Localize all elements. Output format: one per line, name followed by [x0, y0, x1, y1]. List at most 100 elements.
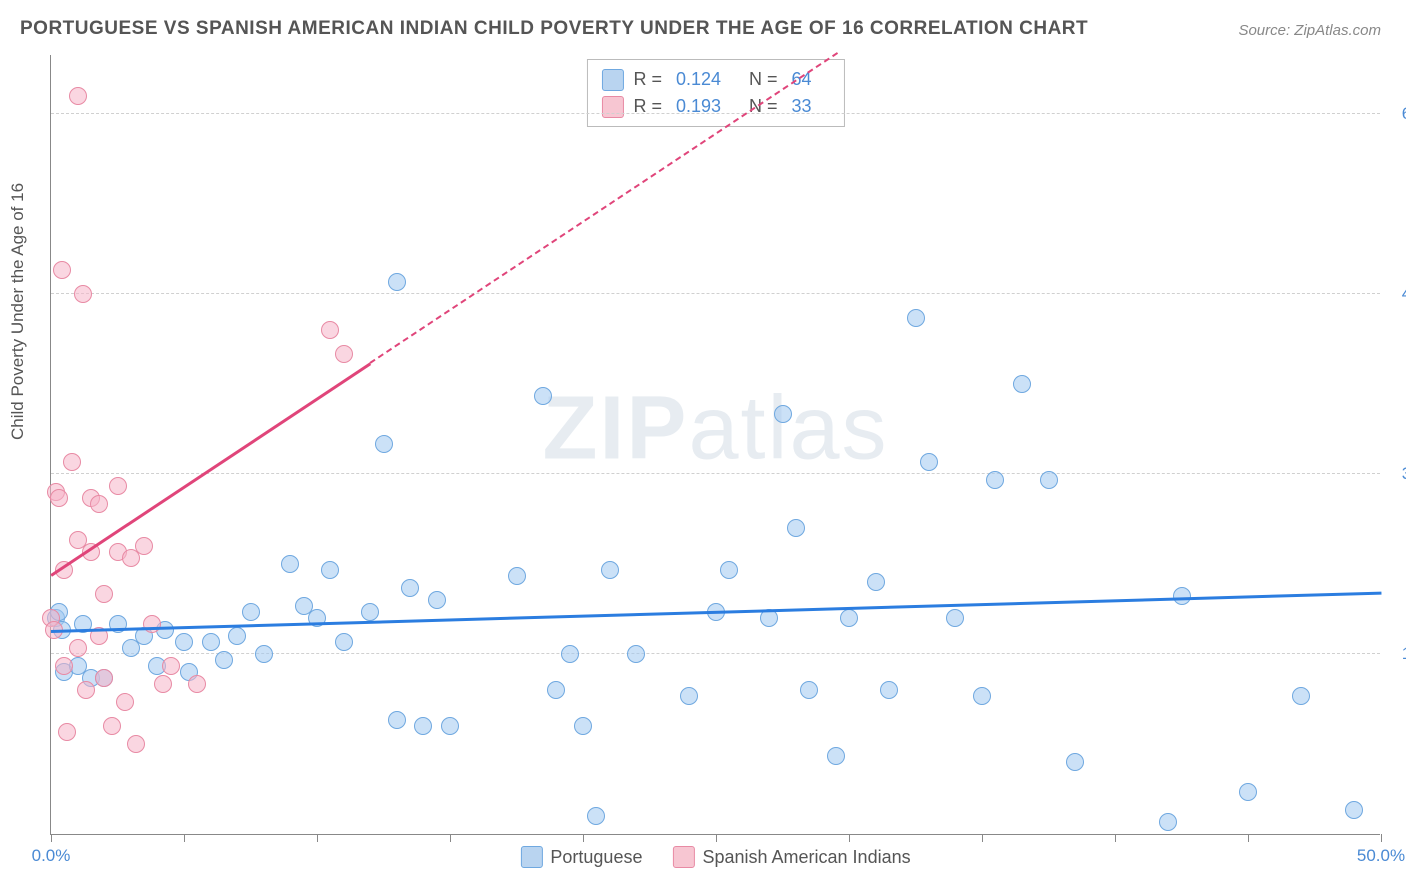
- y-tick-label: 15.0%: [1390, 644, 1406, 664]
- chart-container: PORTUGUESE VS SPANISH AMERICAN INDIAN CH…: [0, 0, 1406, 892]
- plot-area: ZIPatlas R = 0.124 N = 64 R = 0.193 N = …: [50, 55, 1380, 835]
- scatter-dot-portuguese: [867, 573, 885, 591]
- r-value: 0.193: [676, 93, 721, 120]
- legend-item-0: Portuguese: [520, 846, 642, 868]
- scatter-dot-spanish_american_indians: [74, 285, 92, 303]
- n-value: 33: [792, 93, 812, 120]
- scatter-dot-portuguese: [587, 807, 605, 825]
- scatter-dot-portuguese: [255, 645, 273, 663]
- legend-item-1: Spanish American Indians: [672, 846, 910, 868]
- scatter-dot-spanish_american_indians: [58, 723, 76, 741]
- n-label: N =: [749, 66, 778, 93]
- scatter-dot-portuguese: [1013, 375, 1031, 393]
- scatter-dot-portuguese: [787, 519, 805, 537]
- x-tick: [450, 834, 451, 842]
- source-label: Source: ZipAtlas.com: [1238, 22, 1381, 39]
- scatter-dot-portuguese: [986, 471, 1004, 489]
- scatter-dot-portuguese: [441, 717, 459, 735]
- y-axis-label: Child Poverty Under the Age of 16: [8, 183, 28, 440]
- scatter-dot-portuguese: [202, 633, 220, 651]
- x-tick: [716, 834, 717, 842]
- scatter-dot-spanish_american_indians: [116, 693, 134, 711]
- scatter-dot-portuguese: [561, 645, 579, 663]
- scatter-dot-portuguese: [1159, 813, 1177, 831]
- x-tick: [982, 834, 983, 842]
- scatter-dot-spanish_american_indians: [95, 669, 113, 687]
- scatter-dot-portuguese: [228, 627, 246, 645]
- scatter-dot-portuguese: [547, 681, 565, 699]
- scatter-dot-portuguese: [601, 561, 619, 579]
- legend-correlation: R = 0.124 N = 64 R = 0.193 N = 33: [586, 59, 844, 127]
- swatch-icon: [601, 96, 623, 118]
- y-tick-label: 45.0%: [1390, 284, 1406, 304]
- scatter-dot-portuguese: [242, 603, 260, 621]
- x-tick-label: 50.0%: [1357, 846, 1405, 866]
- legend-row-1: R = 0.193 N = 33: [601, 93, 829, 120]
- scatter-dot-spanish_american_indians: [95, 585, 113, 603]
- scatter-dot-spanish_american_indians: [50, 489, 68, 507]
- scatter-dot-portuguese: [907, 309, 925, 327]
- scatter-dot-portuguese: [1066, 753, 1084, 771]
- x-tick: [849, 834, 850, 842]
- x-tick: [184, 834, 185, 842]
- swatch-icon: [672, 846, 694, 868]
- scatter-dot-portuguese: [215, 651, 233, 669]
- scatter-dot-spanish_american_indians: [69, 639, 87, 657]
- scatter-dot-portuguese: [946, 609, 964, 627]
- scatter-dot-portuguese: [827, 747, 845, 765]
- y-tick-label: 30.0%: [1390, 464, 1406, 484]
- scatter-dot-portuguese: [375, 435, 393, 453]
- scatter-dot-spanish_american_indians: [90, 495, 108, 513]
- x-tick: [51, 834, 52, 842]
- scatter-dot-portuguese: [973, 687, 991, 705]
- watermark: ZIPatlas: [542, 377, 888, 480]
- scatter-dot-spanish_american_indians: [135, 537, 153, 555]
- chart-title: PORTUGUESE VS SPANISH AMERICAN INDIAN CH…: [20, 18, 1088, 40]
- x-tick: [317, 834, 318, 842]
- scatter-dot-portuguese: [428, 591, 446, 609]
- scatter-dot-portuguese: [1292, 687, 1310, 705]
- scatter-dot-portuguese: [574, 717, 592, 735]
- scatter-dot-portuguese: [920, 453, 938, 471]
- scatter-dot-portuguese: [1040, 471, 1058, 489]
- scatter-dot-spanish_american_indians: [109, 477, 127, 495]
- legend-label: Spanish American Indians: [702, 847, 910, 868]
- scatter-dot-portuguese: [388, 273, 406, 291]
- x-tick-label: 0.0%: [32, 846, 71, 866]
- r-label: R =: [633, 66, 662, 93]
- r-label: R =: [633, 93, 662, 120]
- scatter-dot-spanish_american_indians: [77, 681, 95, 699]
- scatter-dot-spanish_american_indians: [69, 87, 87, 105]
- scatter-dot-portuguese: [281, 555, 299, 573]
- scatter-dot-spanish_american_indians: [188, 675, 206, 693]
- scatter-dot-portuguese: [321, 561, 339, 579]
- scatter-dot-portuguese: [361, 603, 379, 621]
- scatter-dot-portuguese: [774, 405, 792, 423]
- scatter-dot-portuguese: [627, 645, 645, 663]
- trend-line: [50, 362, 371, 576]
- x-tick: [1115, 834, 1116, 842]
- scatter-dot-portuguese: [335, 633, 353, 651]
- x-tick: [1248, 834, 1249, 842]
- scatter-dot-spanish_american_indians: [103, 717, 121, 735]
- scatter-dot-portuguese: [720, 561, 738, 579]
- scatter-dot-portuguese: [508, 567, 526, 585]
- scatter-dot-portuguese: [680, 687, 698, 705]
- gridline: [51, 113, 1380, 114]
- scatter-dot-spanish_american_indians: [335, 345, 353, 363]
- scatter-dot-spanish_american_indians: [53, 261, 71, 279]
- scatter-dot-portuguese: [534, 387, 552, 405]
- scatter-dot-portuguese: [388, 711, 406, 729]
- x-tick: [1381, 834, 1382, 842]
- scatter-dot-spanish_american_indians: [321, 321, 339, 339]
- swatch-icon: [601, 69, 623, 91]
- scatter-dot-portuguese: [175, 633, 193, 651]
- scatter-dot-portuguese: [414, 717, 432, 735]
- scatter-dot-spanish_american_indians: [55, 657, 73, 675]
- swatch-icon: [520, 846, 542, 868]
- scatter-dot-spanish_american_indians: [127, 735, 145, 753]
- scatter-dot-portuguese: [880, 681, 898, 699]
- gridline: [51, 293, 1380, 294]
- scatter-dot-portuguese: [401, 579, 419, 597]
- scatter-dot-spanish_american_indians: [162, 657, 180, 675]
